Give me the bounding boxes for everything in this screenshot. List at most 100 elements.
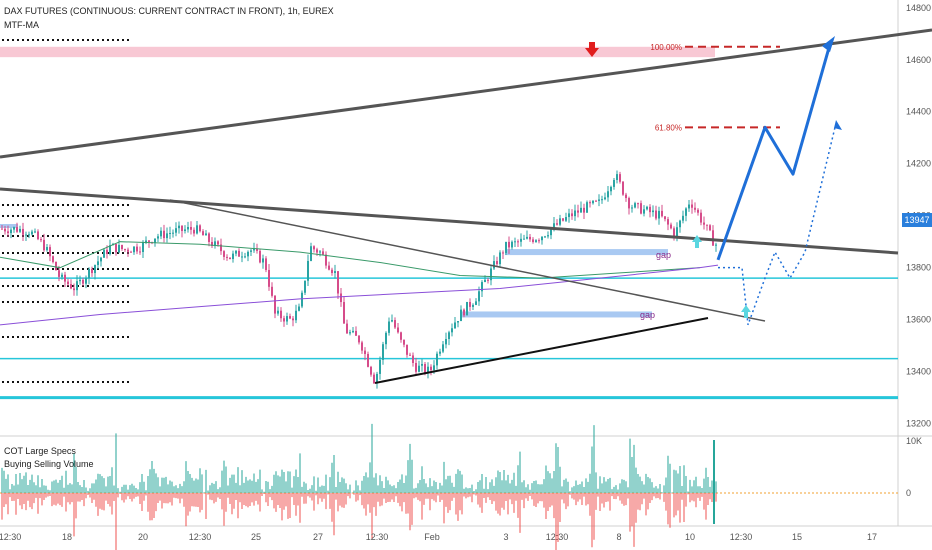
candle-up [160,230,162,237]
candle-down [22,228,24,235]
indicator-label-main: MTF-MA [4,20,39,30]
candle-up [478,291,480,302]
candle-down [202,231,204,236]
candle-up [586,202,588,213]
current-price-badge: 13947 [902,213,932,227]
candle-up [526,236,528,239]
candle-down [397,327,399,333]
candle-up [28,234,30,236]
chart-title: DAX FUTURES (CONTINUOUS: CURRENT CONTRAC… [4,6,334,16]
candle-up [10,229,12,234]
candle-down [280,310,282,319]
gap-box-left [0,224,18,228]
candle-up [442,344,444,352]
candle-down [337,271,339,294]
x-tick-label: 12:30 [730,532,753,542]
candle-down [259,250,261,263]
candle-up [484,279,486,283]
candle-down [583,207,585,213]
candle-down [121,245,123,250]
candle-down [415,362,417,372]
candle-up [241,256,243,258]
candle-up [253,248,255,251]
y-tick-label: 14800 [906,3,931,13]
candle-up [154,238,156,243]
candle-up [385,332,387,345]
mid-trendline [0,187,899,255]
candle-up [145,240,147,243]
candle-down [517,241,519,243]
x-tick-label: 12:30 [366,532,389,542]
candle-up [535,240,537,242]
candle-down [211,241,213,247]
candle-up [439,351,441,354]
candle-up [34,231,36,233]
candle-up [499,252,501,265]
x-tick-label: 17 [867,532,877,542]
candle-up [601,199,603,201]
candle-down [73,288,75,291]
x-tick-label: 10 [685,532,695,542]
candle-down [115,243,117,253]
candle-up [298,306,300,311]
candle-down [364,350,366,354]
candle-up [172,232,174,234]
candle-up [184,229,186,232]
candle-down [622,181,624,195]
candle-up [46,247,48,251]
candle-up [142,242,144,252]
volume-tick-label: 10K [906,436,922,446]
candle-up [448,332,450,340]
candle-up [319,251,321,253]
price-pane-bg [0,0,898,436]
candle-down [697,209,699,213]
x-tick-label: Feb [424,532,440,542]
candle-up [352,330,354,333]
candle-up [100,257,102,262]
candle-down [589,202,591,204]
candle-up [580,207,582,213]
candle-down [67,281,69,285]
candle-down [7,231,9,234]
axes: 1320013400136001380014000142001440014600… [0,3,931,542]
candle-down [148,240,150,243]
candle-up [634,203,636,208]
candle-up [457,321,459,323]
candle-up [565,217,567,221]
candle-down [469,301,471,307]
candle-up [682,215,684,221]
candle-down [106,249,108,254]
candle-down [355,330,357,336]
candle-up [13,227,15,230]
candle-down [268,270,270,287]
candle-up [97,261,99,266]
candle-up [391,320,393,322]
candle-down [394,320,396,328]
candle-up [544,236,546,238]
candle-down [571,213,573,217]
candle-down [289,316,291,319]
candle-down [703,222,705,225]
candle-up [520,238,522,242]
candle-down [40,239,42,241]
candle-down [709,225,711,231]
candle-down [430,366,432,371]
projection-alt-arrowhead [834,120,842,130]
candle-up [133,246,135,253]
candle-down [331,269,333,273]
candle-down [508,241,510,248]
candle-down [328,265,330,270]
candle-up [103,249,105,258]
candle-up [568,213,570,218]
candle-down [316,249,318,253]
x-tick-label: 20 [138,532,148,542]
candle-down [667,219,669,225]
x-tick-label: 25 [251,532,261,542]
candle-down [91,269,93,274]
candle-up [511,241,513,248]
projection-alt [718,127,836,326]
candle-down [655,210,657,219]
candle-down [220,244,222,252]
resistance-zone [0,46,715,58]
candle-up [418,365,420,372]
